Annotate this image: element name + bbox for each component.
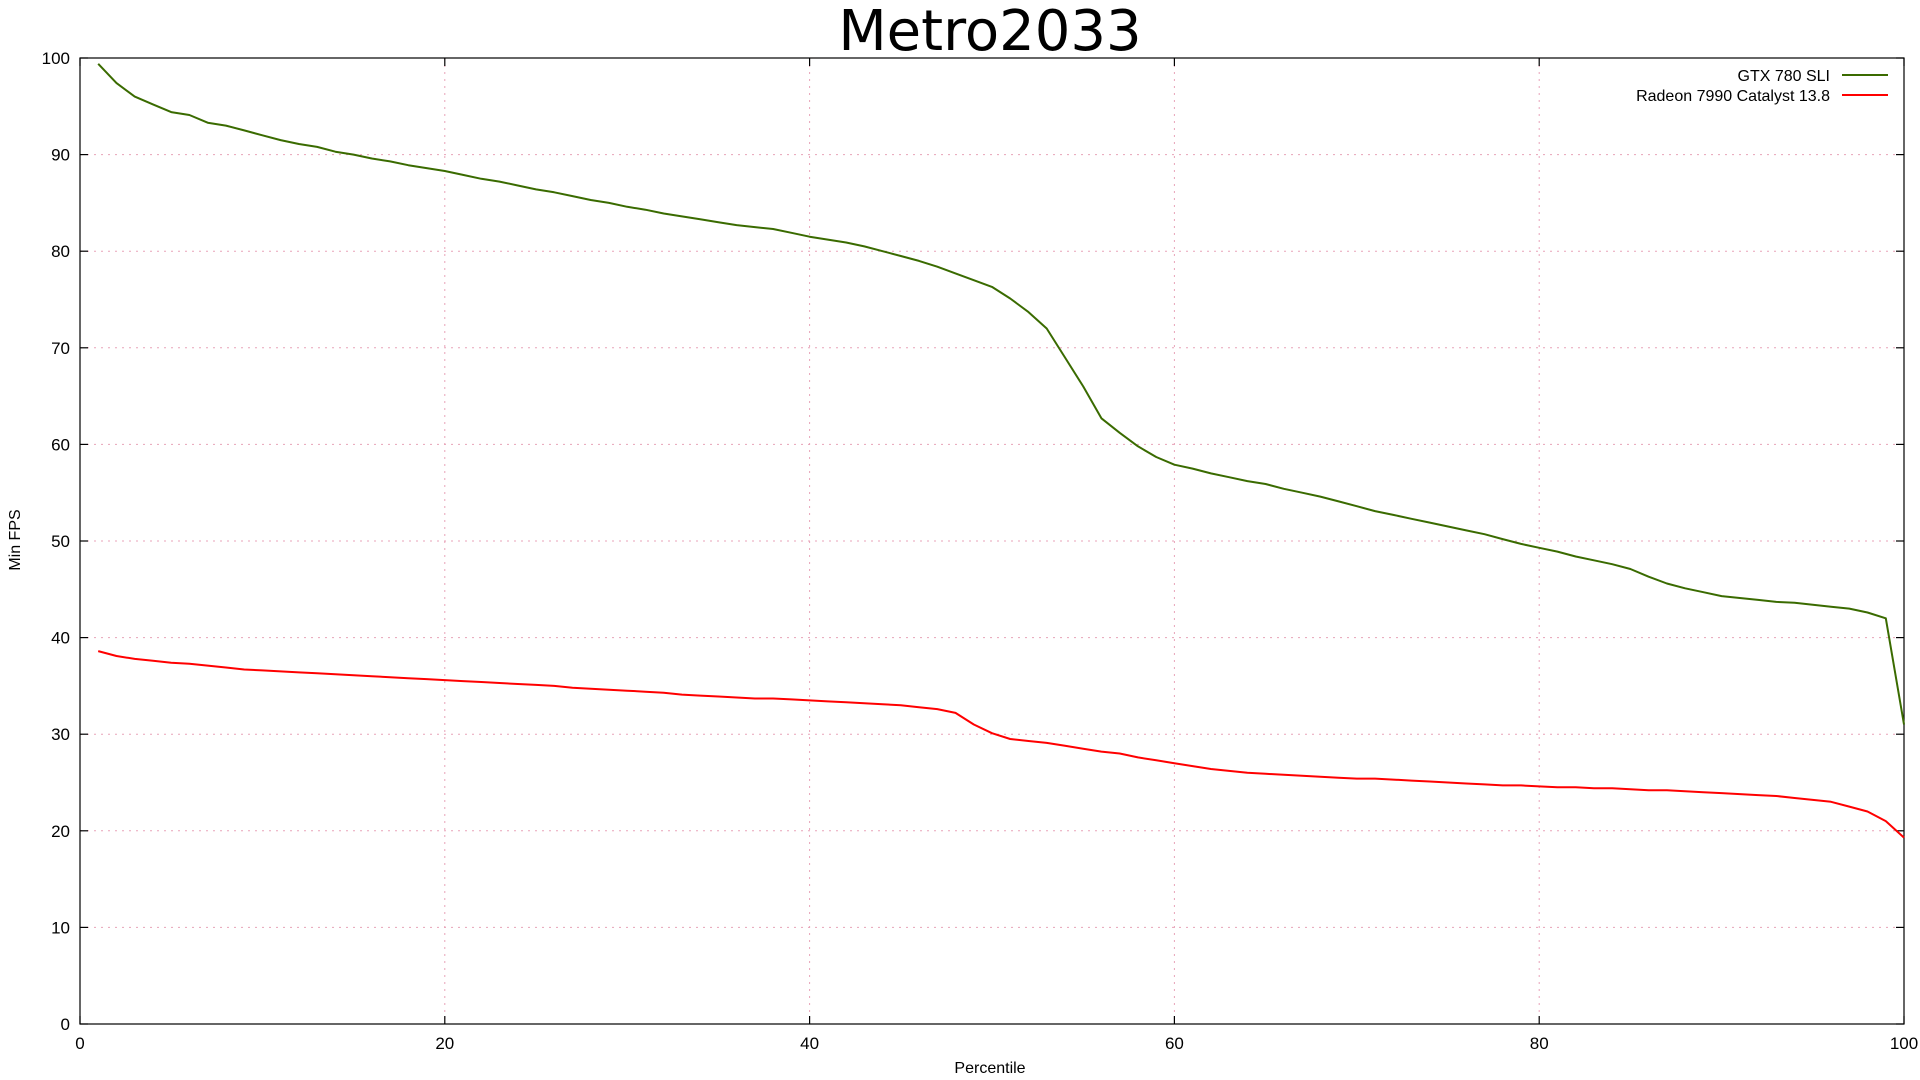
y-tick-label: 90 [51, 146, 70, 165]
y-tick-label: 10 [51, 918, 70, 937]
y-tick-label: 60 [51, 435, 70, 454]
x-tick-label: 20 [435, 1034, 454, 1053]
y-tick-label: 70 [51, 339, 70, 358]
x-tick-label: 100 [1890, 1034, 1918, 1053]
y-tick-label: 40 [51, 629, 70, 648]
axis-ticks: 0 10 20 30 40 50 60 70 80 90 100 0 20 40 60 80 100 [42, 49, 1919, 1053]
y-tick-label: 30 [51, 725, 70, 744]
grid [80, 58, 1904, 1024]
series-line [97, 650, 1905, 839]
series-layer [97, 63, 1905, 839]
x-tick-label: 80 [1530, 1034, 1549, 1053]
y-tick-label: 80 [51, 242, 70, 261]
legend-label: Radeon 7990 Catalyst 13.8 [1636, 88, 1830, 105]
x-tick-label: 40 [800, 1034, 819, 1053]
legend: GTX 780 SLI Radeon 7990 Catalyst 13.8 [1636, 68, 1888, 105]
y-tick-label: 100 [42, 49, 70, 68]
x-axis-label: Percentile [954, 1060, 1025, 1077]
y-axis-label: Min FPS [7, 509, 24, 570]
x-tick-label: 0 [75, 1034, 84, 1053]
x-tick-label: 60 [1165, 1034, 1184, 1053]
chart-title: Metro2033 [838, 0, 1141, 64]
y-tick-label: 0 [61, 1015, 70, 1034]
y-tick-label: 50 [51, 532, 70, 551]
series-line [97, 63, 1905, 725]
y-tick-label: 20 [51, 822, 70, 841]
legend-label: GTX 780 SLI [1738, 68, 1831, 85]
